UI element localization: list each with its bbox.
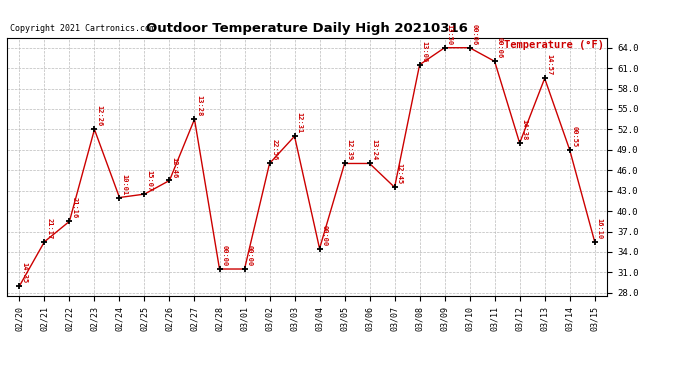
- Text: 16:10: 16:10: [596, 218, 602, 239]
- Text: 10:01: 10:01: [121, 174, 127, 195]
- Text: 13:24: 13:24: [371, 140, 377, 161]
- Text: 00:00: 00:00: [221, 245, 227, 266]
- Text: 22:56: 22:56: [271, 140, 277, 161]
- Text: 14:38: 14:38: [522, 119, 527, 140]
- Text: 12:45: 12:45: [396, 164, 402, 184]
- Text: 00:55: 00:55: [571, 126, 578, 147]
- Text: 15:07: 15:07: [146, 170, 152, 191]
- Text: 00:00: 00:00: [322, 225, 327, 246]
- Text: 13:06: 13:06: [422, 41, 427, 62]
- Text: 21:16: 21:16: [71, 197, 77, 219]
- Text: 13:28: 13:28: [196, 95, 202, 117]
- Text: 00:00: 00:00: [246, 245, 253, 266]
- Text: 12:39: 12:39: [346, 140, 353, 161]
- Text: 12:46: 12:46: [171, 156, 177, 178]
- Text: Copyright 2021 Cartronics.com: Copyright 2021 Cartronics.com: [10, 24, 155, 33]
- Text: 13:50: 13:50: [446, 24, 453, 45]
- Text: 14:57: 14:57: [546, 54, 553, 76]
- Text: 00:06: 00:06: [496, 38, 502, 58]
- Text: 21:17: 21:17: [46, 218, 52, 239]
- Text: Temperature (°F): Temperature (°F): [504, 40, 604, 50]
- Text: 12:31: 12:31: [296, 112, 302, 134]
- Text: 14:35: 14:35: [21, 262, 27, 284]
- Text: 12:26: 12:26: [96, 105, 102, 127]
- Text: 00:06: 00:06: [471, 24, 477, 45]
- Title: Outdoor Temperature Daily High 20210316: Outdoor Temperature Daily High 20210316: [146, 22, 468, 35]
